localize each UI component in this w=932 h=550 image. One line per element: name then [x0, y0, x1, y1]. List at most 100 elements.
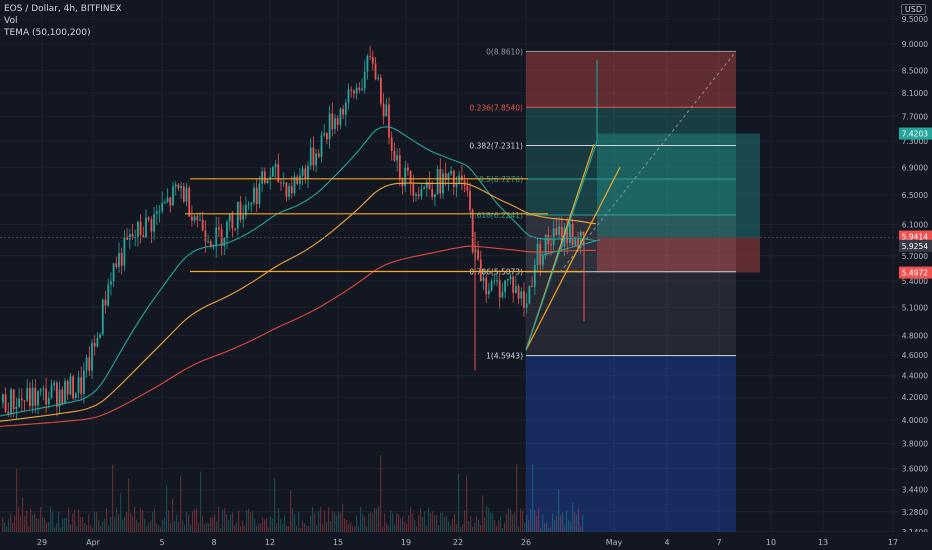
- candle-body: [69, 376, 72, 395]
- volume-bar: [84, 522, 86, 532]
- volume-bar: [234, 525, 236, 532]
- volume-bar: [330, 521, 332, 532]
- candle-body: [455, 183, 458, 187]
- candle-body: [479, 259, 482, 282]
- volume-label[interactable]: Vol: [4, 16, 18, 26]
- volume-bar: [58, 511, 60, 532]
- volume-bar: [236, 522, 238, 532]
- candle-body: [96, 338, 99, 347]
- candle-body: [531, 286, 533, 288]
- volume-bar: [86, 524, 88, 532]
- candle-body: [161, 202, 164, 212]
- candle-body: [247, 204, 250, 206]
- price-axis-tick: 6.5000: [902, 191, 928, 200]
- volume-bar: [160, 527, 162, 532]
- volume-bar: [468, 521, 470, 532]
- candle-body: [498, 280, 501, 298]
- volume-bar: [442, 512, 444, 532]
- candle-body: [258, 183, 261, 204]
- volume-bar: [296, 525, 298, 532]
- volume-bar: [294, 514, 296, 532]
- volume-bar: [20, 515, 22, 532]
- symbol-label[interactable]: EOS / Dollar, 4h, BITFINEX: [4, 4, 122, 14]
- candle-body: [506, 279, 509, 281]
- volume-bar: [46, 522, 48, 532]
- candle-body: [398, 155, 401, 179]
- volume-bar: [50, 506, 52, 532]
- price-label-badge: [899, 266, 932, 279]
- candle-body: [520, 291, 523, 299]
- volume-bar: [26, 510, 28, 532]
- candle-body: [428, 182, 431, 190]
- candle-body: [355, 87, 358, 94]
- candle-body: [390, 137, 393, 151]
- candle-body: [393, 150, 396, 161]
- candle-body: [245, 204, 247, 216]
- time-axis-tick: May: [606, 538, 623, 547]
- volume-bar: [200, 471, 202, 532]
- projection-line: [525, 140, 598, 351]
- volume-bar: [138, 522, 140, 532]
- volume-bar: [192, 511, 194, 532]
- channel-line-lower: [525, 166, 621, 351]
- candle-body: [139, 221, 142, 235]
- volume-bar: [72, 513, 74, 532]
- volume-bar: [80, 517, 82, 532]
- indicator-label[interactable]: TEMA (50,100,200): [4, 28, 91, 38]
- volume-bar: [40, 506, 42, 532]
- time-axis-tick: 19: [401, 538, 411, 547]
- volume-bar: [334, 512, 336, 532]
- price-label-badge: [899, 239, 932, 252]
- candle-body: [101, 299, 104, 335]
- volume-bar: [382, 526, 384, 532]
- candle-body: [396, 155, 398, 161]
- time-axis-tick: 15: [333, 538, 343, 547]
- volume-bar: [280, 518, 282, 532]
- candle-body: [450, 170, 452, 174]
- candle-body: [83, 370, 85, 394]
- candle-body: [169, 197, 172, 206]
- volume-bar: [548, 527, 550, 532]
- candle-body: [61, 389, 64, 404]
- candle-body: [180, 186, 182, 189]
- volume-bar: [30, 508, 32, 532]
- candle-body: [350, 89, 353, 91]
- candle-body: [4, 394, 7, 412]
- candle-body: [155, 211, 158, 215]
- price-axis-tick: 7.7000: [902, 112, 928, 121]
- volume-bar: [400, 518, 402, 532]
- volume-bar: [568, 520, 570, 532]
- volume-bar: [580, 526, 582, 532]
- volume-bar: [436, 515, 438, 532]
- candle-body: [47, 397, 50, 405]
- candle-body: [299, 175, 301, 184]
- volume-bar: [150, 520, 152, 532]
- volume-bar: [124, 516, 126, 532]
- candle-body: [99, 334, 101, 339]
- candle-body: [461, 175, 463, 181]
- volume-bar: [492, 513, 494, 532]
- candle-body: [110, 281, 112, 285]
- volume-bar: [256, 525, 258, 532]
- currency-button[interactable]: USD: [900, 4, 926, 15]
- candle-body: [172, 186, 174, 206]
- fib-zone: [526, 271, 736, 356]
- tema-200-line: [0, 245, 597, 427]
- candle-body: [415, 194, 417, 196]
- fib-level-label: 0.618(6.2241): [469, 211, 523, 220]
- candle-body: [77, 377, 80, 393]
- volume-bar: [38, 518, 40, 532]
- volume-bar: [12, 522, 14, 532]
- candle-body: [560, 226, 563, 247]
- volume-bar: [326, 522, 328, 532]
- candle-body: [185, 187, 188, 202]
- candle-body: [20, 398, 23, 401]
- volume-bar: [254, 518, 256, 532]
- volume-bar: [224, 507, 226, 532]
- volume-bar: [520, 508, 522, 532]
- price-axis-tick: 4.4000: [902, 372, 928, 381]
- volume-bar: [504, 522, 506, 532]
- volume-bar: [490, 513, 492, 532]
- volume-bar: [386, 523, 388, 532]
